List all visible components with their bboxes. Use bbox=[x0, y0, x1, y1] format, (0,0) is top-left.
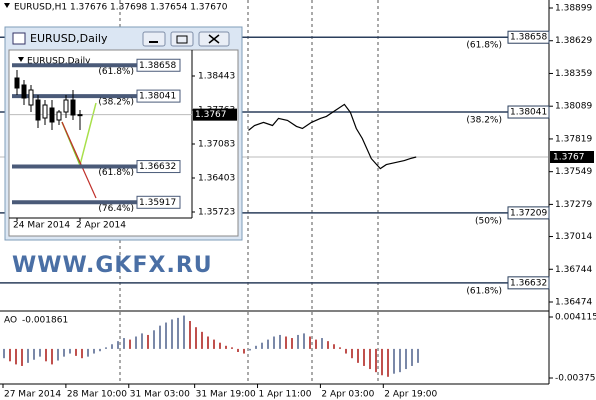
inset-x-tick-label: 2 Apr 2014 bbox=[76, 221, 126, 231]
inset-chart-title: EURUSD,Daily bbox=[27, 57, 91, 67]
inset-plot-bg bbox=[8, 49, 239, 237]
indicator-title: AO bbox=[4, 316, 17, 326]
candle-body bbox=[42, 104, 48, 119]
x-tick-label: 31 Mar 03:00 bbox=[130, 390, 190, 400]
window-title: EURUSD,Daily bbox=[30, 32, 108, 45]
y-tick-label: 1.38089 bbox=[555, 102, 592, 112]
price-label: 1.37209 bbox=[510, 208, 547, 218]
inset-price-label: 1.35917 bbox=[139, 198, 176, 208]
y-tick-label: 1.38629 bbox=[555, 36, 592, 46]
inset-fib-label: (38.2%) bbox=[98, 98, 134, 108]
y-tick-label: 1.36474 bbox=[555, 297, 592, 307]
maximize-glyph bbox=[176, 35, 188, 44]
candle-body bbox=[35, 99, 41, 121]
maximize-button[interactable] bbox=[170, 31, 194, 47]
current-price-label: 1.3767 bbox=[553, 153, 585, 163]
inset-window: EURUSD,Daily EURUSD,Daily 1.384431.37763… bbox=[4, 26, 243, 241]
current-price-box bbox=[550, 151, 594, 164]
close-glyph bbox=[208, 34, 220, 44]
inset-price-label: 1.38041 bbox=[139, 92, 176, 102]
x-tick-label: 2 Apr 03:00 bbox=[321, 390, 374, 400]
y-tick-label: 1.38359 bbox=[555, 69, 592, 79]
title-icon bbox=[4, 3, 10, 8]
indicator-value: -0.001861 bbox=[22, 316, 68, 326]
x-tick-label: 1 Apr 11:00 bbox=[259, 390, 312, 400]
fib-level-label: (61.8%) bbox=[466, 286, 502, 296]
inset-price-box bbox=[136, 195, 181, 209]
price-line bbox=[248, 103, 417, 170]
y-tick-label: -0.003756 bbox=[555, 374, 596, 384]
y-tick-label: 1.37819 bbox=[555, 134, 592, 144]
x-tick-label: 31 Mar 19:00 bbox=[196, 390, 256, 400]
inset-price-box bbox=[136, 89, 181, 103]
candle-body bbox=[70, 99, 76, 116]
y-tick-label: 0.004115 bbox=[555, 313, 596, 323]
y-tick-label: 1.38899 bbox=[555, 4, 592, 14]
fib-level-label: (50%) bbox=[475, 216, 502, 226]
y-tick-label: 1.37014 bbox=[555, 232, 592, 242]
candle-body bbox=[14, 77, 20, 89]
price-label-box bbox=[507, 30, 550, 44]
price-label-box bbox=[507, 206, 550, 220]
price-label-box bbox=[507, 105, 550, 119]
inset-title-icon bbox=[18, 57, 24, 62]
fib-level-label: (61.8%) bbox=[466, 41, 502, 51]
y-tick-label: 1.37549 bbox=[555, 167, 592, 177]
window-icon bbox=[12, 32, 26, 45]
inset-price-box bbox=[136, 58, 181, 72]
price-label: 1.38041 bbox=[510, 108, 547, 118]
inset-price-box bbox=[136, 160, 181, 174]
trend-line bbox=[61, 121, 97, 199]
candle-body bbox=[21, 84, 27, 99]
fib-level-label: (38.2%) bbox=[466, 116, 502, 126]
inset-fib-label: (76.4%) bbox=[98, 204, 134, 214]
inset-y-tick-label: 1.36403 bbox=[198, 174, 235, 184]
inset-x-tick-label: 24 Mar 2014 bbox=[13, 221, 70, 231]
inset-fib-label: (61.8%) bbox=[98, 168, 134, 178]
trend-line bbox=[79, 102, 97, 166]
candle-body bbox=[63, 99, 69, 113]
x-tick-label: 2 Apr 19:00 bbox=[384, 390, 437, 400]
candle-body bbox=[77, 114, 83, 117]
y-tick-label: 1.37279 bbox=[555, 200, 592, 210]
inset-price-label: 1.38658 bbox=[139, 61, 176, 71]
inset-fib-label: (61.8%) bbox=[98, 67, 134, 77]
watermark: WWW.GKFX.RU bbox=[12, 253, 213, 278]
inset-current-box bbox=[193, 108, 237, 121]
candle-body bbox=[56, 111, 62, 121]
price-label: 1.36632 bbox=[510, 278, 547, 288]
price-label-box bbox=[507, 276, 550, 290]
candle-body bbox=[49, 107, 55, 123]
price-label: 1.38658 bbox=[510, 33, 547, 43]
chart-title: EURUSD,H1 1.37676 1.37698 1.37654 1.3767… bbox=[14, 3, 228, 13]
inset-y-tick-label: 1.38443 bbox=[198, 72, 235, 82]
x-tick-label: 28 Mar 10:00 bbox=[67, 390, 127, 400]
x-tick-label: 27 Mar 2014 bbox=[4, 390, 61, 400]
inset-current-label: 1.3767 bbox=[195, 110, 227, 120]
candle-body bbox=[28, 89, 34, 106]
inset-y-tick-label: 1.37083 bbox=[198, 140, 235, 150]
minimize-button[interactable] bbox=[142, 31, 166, 47]
y-tick-label: 1.36744 bbox=[555, 265, 592, 275]
inset-price-label: 1.36632 bbox=[139, 162, 176, 172]
inset-y-tick-label: 1.35723 bbox=[198, 208, 235, 218]
